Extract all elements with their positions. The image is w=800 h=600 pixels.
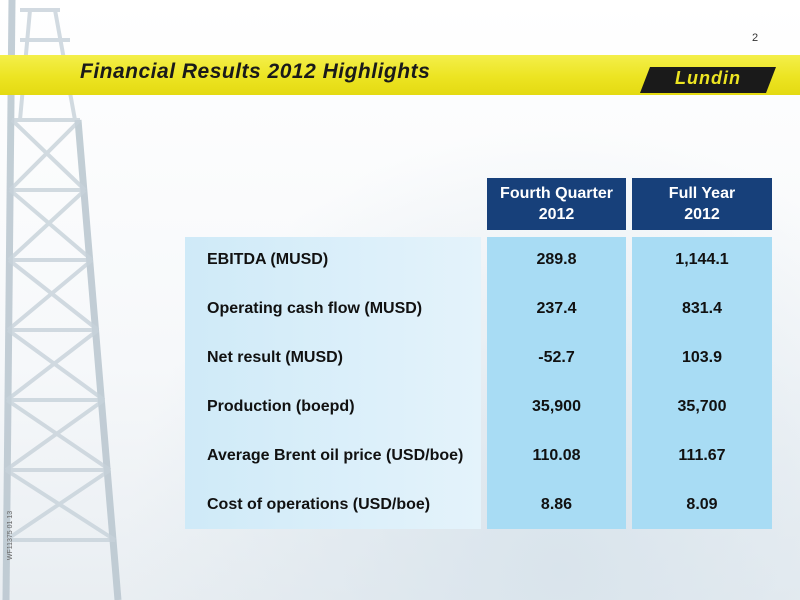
value-q4-production: 35,900 (532, 398, 581, 415)
value-q4-ebitda: 289.8 (536, 251, 577, 268)
value-q4-cost-of-operations: 8.86 (540, 496, 573, 513)
logo-shape-icon (640, 67, 776, 93)
row-label-net-result: Net result (MUSD) (207, 349, 344, 366)
value-q4-brent-oil-price: 110.08 (532, 447, 581, 464)
document-code: WF11375 01 13 (7, 510, 15, 561)
value-fy-production: 35,700 (677, 398, 727, 415)
logo-text: Lundin (675, 68, 741, 88)
lundin-logo: Lundin (640, 66, 776, 94)
row-label-ebitda: EBITDA (MUSD) (207, 251, 329, 268)
row-label-brent-oil-price: Average Brent oil price (USD/boe) (207, 447, 464, 464)
column-header-line1: Fourth Quarter (500, 185, 613, 202)
column-header-line2: 2012 (538, 206, 575, 223)
label-column (185, 237, 481, 529)
column-header-line2: 2012 (684, 206, 720, 223)
value-fy-net-result: 103.9 (681, 349, 723, 366)
column-header-full-year: Full Year 2012 (632, 178, 772, 230)
row-label-production: Production (boepd) (207, 398, 355, 415)
slide-title: Financial Results 2012 Highlights (80, 60, 431, 83)
column-header-fourth-quarter: Fourth Quarter 2012 (487, 178, 626, 230)
row-label-cost-of-operations: Cost of operations (USD/boe) (207, 496, 431, 513)
value-q4-operating-cash-flow: 237.4 (536, 300, 577, 317)
value-q4-net-result: -52.7 (538, 349, 575, 366)
value-fy-cost-of-operations: 8.09 (686, 496, 718, 513)
value-fy-operating-cash-flow: 831.4 (681, 300, 723, 317)
fourth-quarter-column (487, 237, 626, 529)
column-header-line1: Full Year (668, 185, 736, 202)
oil-rig-watermark-icon (2, 0, 122, 600)
value-fy-brent-oil-price: 111.67 (678, 447, 726, 464)
full-year-column (632, 237, 772, 529)
value-fy-ebitda: 1,144.1 (675, 251, 729, 268)
page-number: 2 (752, 32, 759, 44)
row-label-operating-cash-flow: Operating cash flow (MUSD) (207, 300, 423, 317)
